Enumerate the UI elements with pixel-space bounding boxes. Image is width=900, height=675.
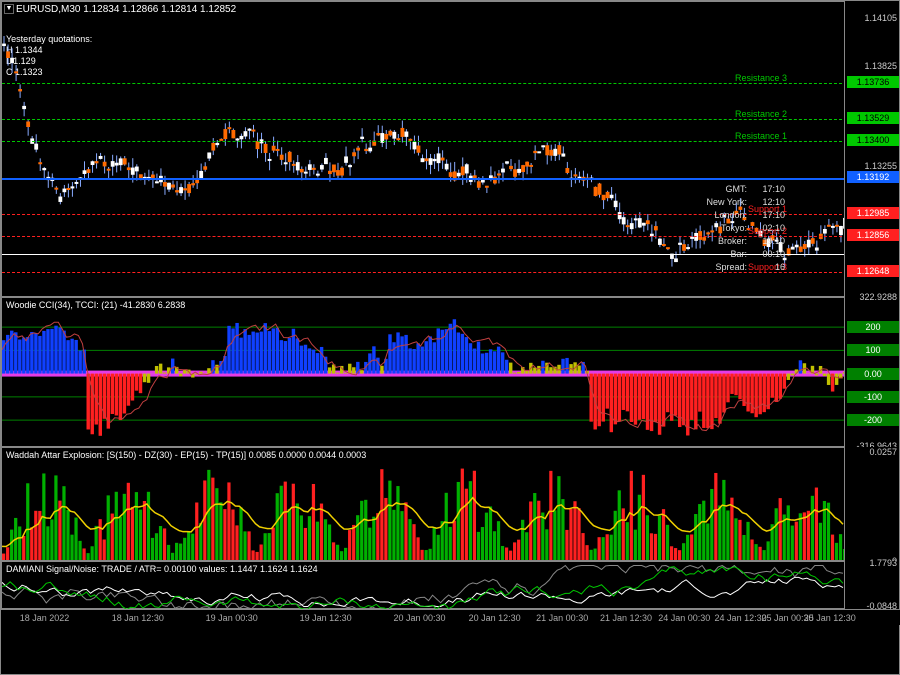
- cci-title: Woodie CCI(34), TCCI: (21) -41.2830 6.28…: [6, 300, 185, 310]
- price-panel[interactable]: ▼ EURUSD,M30 1.12834 1.12866 1.12814 1.1…: [1, 1, 846, 297]
- cci-axis: 322.92882001000.00-100-200-316.9643: [844, 297, 899, 447]
- cci-panel[interactable]: Woodie CCI(34), TCCI: (21) -41.2830 6.28…: [1, 297, 846, 447]
- chart-container: ▼ EURUSD,M30 1.12834 1.12866 1.12814 1.1…: [0, 0, 900, 675]
- cci-svg: [2, 298, 847, 448]
- wae-axis: 0.02570: [844, 447, 899, 561]
- damiani-panel[interactable]: DAMIANI Signal/Noise: TRADE / ATR= 0.001…: [1, 561, 846, 609]
- wae-svg: [2, 448, 847, 562]
- wae-panel[interactable]: Waddah Attar Explosion: [S(150) - DZ(30)…: [1, 447, 846, 561]
- wae-title: Waddah Attar Explosion: [S(150) - DZ(30)…: [6, 450, 366, 460]
- level-label: Resistance 2: [735, 109, 787, 119]
- level-label: Resistance 1: [735, 131, 787, 141]
- damiani-axis: 1.7793-0.0848: [844, 561, 899, 609]
- damiani-title: DAMIANI Signal/Noise: TRADE / ATR= 0.001…: [6, 564, 318, 574]
- level-label: Resistance 3: [735, 73, 787, 83]
- price-axis: 1.141051.138251.132551.137361.135291.134…: [844, 1, 899, 297]
- time-axis: 18 Jan 202218 Jan 12:3019 Jan 00:3019 Ja…: [1, 609, 900, 625]
